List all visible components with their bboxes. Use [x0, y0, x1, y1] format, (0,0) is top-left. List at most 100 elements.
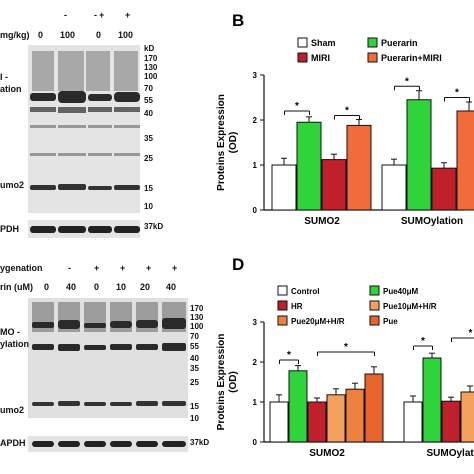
panel-letter-b: B — [232, 11, 244, 30]
marker-label: 70 — [190, 332, 199, 341]
significance-star: * — [455, 88, 459, 99]
significance-star: * — [295, 101, 299, 112]
bar — [460, 391, 474, 443]
marker-label: kD — [144, 44, 155, 53]
x-category-label: SUMO2 — [304, 216, 340, 227]
marker-label: 170 — [190, 304, 204, 313]
header-sign: - — [94, 10, 97, 20]
y-axis-label: Proteins Expression — [216, 94, 227, 191]
significance-star: * — [469, 328, 473, 339]
bar — [307, 401, 327, 443]
header-sign: - — [68, 263, 71, 273]
significance-star: * — [405, 76, 409, 87]
panel-letter-d: D — [232, 255, 244, 274]
label-sumoylation: MO - — [0, 327, 20, 337]
header-sign: + — [146, 263, 152, 273]
blot-top-gapdh — [28, 220, 140, 238]
blot-bottom-bands — [28, 298, 188, 418]
marker-label: 130 — [144, 63, 158, 72]
y-tick-label: 1 — [253, 398, 258, 407]
blot-top-markers: kD 170 130 100 70 55 40 35 25 15 10 37kD — [144, 44, 174, 244]
header-dose: 40 — [166, 282, 177, 292]
gapdh-kd: 37kD — [190, 438, 210, 447]
significance-star: * — [421, 336, 425, 347]
header-dose: 0 — [38, 30, 44, 40]
row-label-og: ygenation — [0, 263, 43, 273]
blot-bottom-gapdh — [28, 436, 188, 452]
bar — [321, 159, 347, 211]
row-label-dose: mg/kg) — [0, 30, 30, 40]
bar — [422, 357, 442, 443]
bar — [431, 167, 457, 211]
legend-label: HR — [291, 302, 303, 311]
header-dose: 20 — [140, 282, 151, 292]
legend-label: Puerarin — [381, 38, 418, 48]
label-sumo2: umo2 — [0, 405, 25, 415]
label-sumoylation: ation — [0, 84, 22, 94]
header-dose: 40 — [66, 282, 77, 292]
marker-label: 10 — [190, 414, 199, 423]
marker-label: 25 — [190, 378, 199, 387]
significance-star: * — [287, 350, 291, 361]
marker-label: 15 — [144, 184, 153, 193]
header-dose: 0 — [94, 282, 100, 292]
header-sign: + — [125, 10, 131, 20]
bar — [364, 373, 384, 443]
gapdh-kd: 37kD — [144, 222, 164, 231]
bar — [381, 164, 407, 211]
chart-d: D Control Pue40μM HR Pue10μM+H/R Pue20μM+H/R… — [216, 255, 474, 459]
bar — [406, 99, 432, 211]
header-dose: 10 — [116, 282, 127, 292]
marker-label: 15 — [190, 402, 199, 411]
marker-label: 100 — [190, 322, 204, 331]
plot-b: 0 1 2 3 Proteins Expression (OD) SUMO2 SUMOylat… — [216, 71, 474, 227]
header-dose: 100 — [60, 30, 76, 40]
chart-b: B Sham Puerarin MIRI Puerarin+MIRI 0 1 2 3 Prot… — [216, 11, 474, 227]
marker-label: 40 — [144, 109, 153, 118]
blot-bottom-image — [28, 298, 188, 418]
legend-swatch — [297, 52, 308, 63]
bar — [326, 394, 346, 443]
y-tick-label: 2 — [253, 116, 258, 125]
legend-label: Puerarin+MIRI — [381, 53, 442, 63]
bar — [456, 110, 474, 211]
marker-label: 100 — [144, 72, 158, 81]
bar — [345, 388, 365, 443]
legend-swatch — [367, 52, 378, 63]
blot-top-bands — [28, 45, 140, 213]
marker-label: 35 — [190, 364, 199, 373]
marker-label: 35 — [144, 134, 153, 143]
y-tick-label: 2 — [253, 358, 258, 367]
significance-star: * — [345, 106, 349, 117]
legend-swatch — [277, 315, 288, 326]
row-label-puerarin: rin (uM) — [0, 282, 33, 292]
label-gapdh: APDH — [0, 438, 26, 448]
bar — [403, 401, 423, 443]
bar — [271, 164, 297, 211]
marker-label: 170 — [144, 54, 158, 63]
label-sumo2: umo2 — [0, 180, 25, 190]
legend-swatch — [369, 285, 380, 296]
header-sign: - — [64, 10, 67, 20]
y-tick-label: 3 — [253, 71, 258, 80]
bar — [296, 121, 322, 211]
label-gapdh: PDH — [0, 224, 20, 234]
legend-swatch — [369, 315, 380, 326]
legend-label: Pue20μM+H/R — [291, 317, 345, 326]
bar — [269, 401, 289, 443]
legend-d: Control Pue40μM HR Pue10μM+H/R Pue20μM+H/R Pu… — [277, 285, 437, 326]
y-axis-label-unit: (OD) — [228, 371, 239, 393]
header-sign: + — [94, 263, 100, 273]
marker-label: 70 — [144, 84, 153, 93]
legend-swatch — [369, 300, 380, 311]
x-category-label: SUMOylati — [426, 448, 474, 459]
plot-d: 0 1 2 3 Proteins Expression (OD) SUMO2 SUMOylat… — [216, 318, 474, 459]
header-sign: + — [99, 10, 105, 20]
header-sign: + — [172, 263, 178, 273]
legend-swatch — [277, 285, 288, 296]
bar — [346, 124, 372, 211]
y-tick-label: 1 — [253, 161, 258, 170]
marker-label: 10 — [144, 202, 153, 211]
label-sumoylation: I - — [0, 72, 8, 82]
legend-swatch — [367, 37, 378, 48]
